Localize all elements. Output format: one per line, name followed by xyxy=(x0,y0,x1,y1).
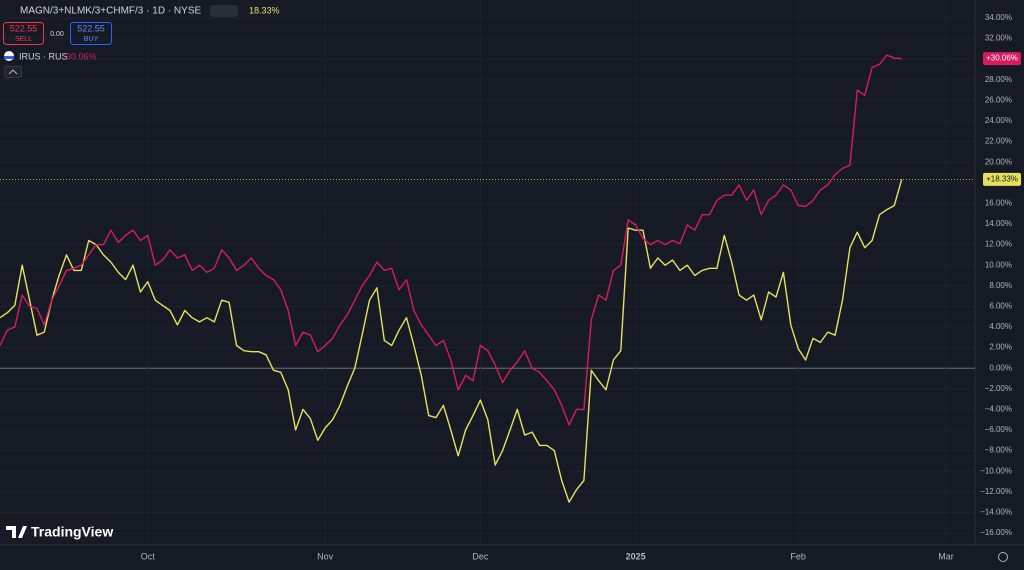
last-value-badge xyxy=(983,172,1021,186)
y-tick-label: 0.00% xyxy=(989,363,1012,372)
plot xyxy=(0,54,975,503)
sell-label: SELL xyxy=(15,36,32,43)
header-buttons[interactable] xyxy=(210,5,238,17)
y-tick-label: 16.00% xyxy=(985,199,1012,208)
y-tick-label: −14.00% xyxy=(980,508,1012,517)
collapse-icon xyxy=(8,69,18,75)
y-tick-label: 26.00% xyxy=(985,96,1012,105)
y-tick-label: 6.00% xyxy=(989,302,1012,311)
last-value-label: +30.06% xyxy=(986,54,1018,63)
y-tick-label: 20.00% xyxy=(985,157,1012,166)
sell-button[interactable] xyxy=(3,22,44,45)
x-tick-label: Nov xyxy=(317,551,334,561)
buy-price: 522.55 xyxy=(77,23,105,33)
y-tick-label: 12.00% xyxy=(985,240,1012,249)
settings-icon[interactable] xyxy=(998,552,1008,562)
y-tick-label: 28.00% xyxy=(985,75,1012,84)
series-line xyxy=(0,179,903,503)
last-value-label: +18.33% xyxy=(986,175,1018,184)
y-tick-label: 2.00% xyxy=(989,343,1012,352)
grid xyxy=(0,0,1024,546)
series-line xyxy=(0,54,902,426)
symbol-title: MAGN/3+NLMK/3+CHMF/3 · 1D · NYSE xyxy=(20,6,201,17)
buy-button[interactable] xyxy=(70,22,112,45)
y-tick-label: 8.00% xyxy=(989,281,1012,290)
last-value-badge xyxy=(983,52,1021,66)
x-tick-label: Feb xyxy=(790,551,806,561)
y-tick-label: −6.00% xyxy=(985,425,1012,434)
collapse-button[interactable] xyxy=(4,66,22,78)
x-tick-label: 2025 xyxy=(626,551,646,561)
legend-value: 30.06% xyxy=(66,51,97,61)
y-tick-label: −4.00% xyxy=(985,405,1012,414)
x-tick-label: Dec xyxy=(472,551,489,561)
y-tick-label: 22.00% xyxy=(985,137,1012,146)
y-tick-label: −16.00% xyxy=(980,528,1012,537)
sell-price: 522.55 xyxy=(10,23,38,33)
y-tick-label: 34.00% xyxy=(985,13,1012,22)
spread: 0.00 xyxy=(50,31,64,38)
buy-label: BUY xyxy=(84,36,99,43)
brand: TradingView xyxy=(31,524,113,540)
legend-name: IRUS · RUS xyxy=(19,51,68,61)
y-tick-label: 14.00% xyxy=(985,219,1012,228)
x-tick-label: Mar xyxy=(938,551,954,561)
y-tick-label: 4.00% xyxy=(989,322,1012,331)
y-tick-label: −12.00% xyxy=(980,487,1012,496)
x-tick-label: Oct xyxy=(141,551,156,561)
title-change: 18.33% xyxy=(249,5,280,15)
y-tick-label: −2.00% xyxy=(985,384,1012,393)
y-tick-label: −10.00% xyxy=(980,466,1012,475)
y-tick-label: −8.00% xyxy=(985,446,1012,455)
brand-logo xyxy=(6,526,27,538)
y-tick-label: 24.00% xyxy=(985,116,1012,125)
y-tick-label: 10.00% xyxy=(985,260,1012,269)
flag-icon xyxy=(4,56,14,59)
y-tick-label: 32.00% xyxy=(985,34,1012,43)
